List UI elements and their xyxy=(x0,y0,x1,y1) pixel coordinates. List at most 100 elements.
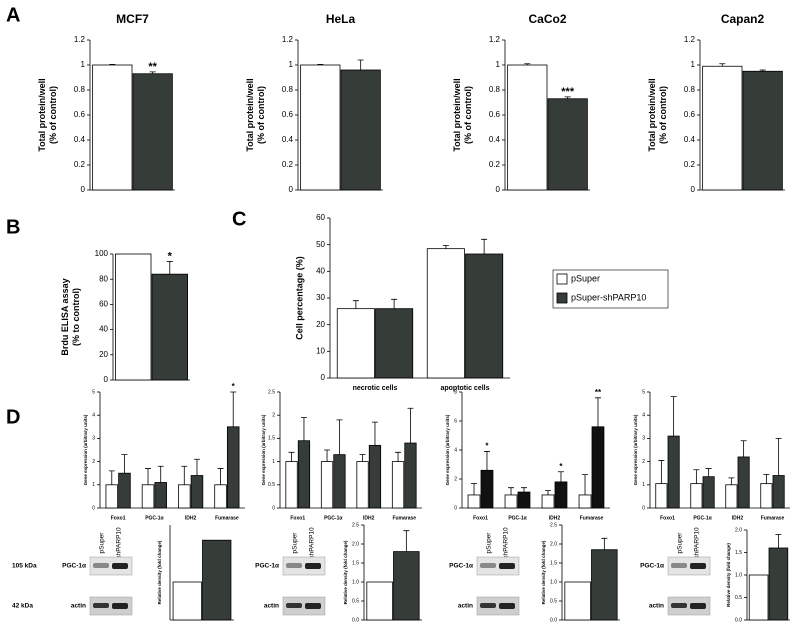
bar xyxy=(467,494,481,509)
y-tick-label: 1 xyxy=(81,60,86,69)
y-tick-label: 0.5 xyxy=(268,482,275,488)
y-axis-label: Total protein/well xyxy=(452,78,462,151)
blot-image xyxy=(667,596,711,616)
bar xyxy=(340,69,381,191)
legend-label: pSuper xyxy=(571,273,600,283)
y-tick-label: 3 xyxy=(642,436,645,442)
y-tick-label: 0.2 xyxy=(489,160,501,169)
lane-label: pSuper xyxy=(677,532,684,554)
y-tick-label: 1 xyxy=(92,482,95,488)
error-bar xyxy=(193,458,200,476)
y-tick-label: 1 xyxy=(496,60,501,69)
y-tick-label: 4 xyxy=(642,413,645,419)
blot-band xyxy=(93,563,109,568)
error-bar xyxy=(395,451,402,462)
x-tick-label: Foxo1 xyxy=(290,515,305,521)
y-axis-label: Relative density (fold change) xyxy=(726,543,731,607)
y-tick-label: 8 xyxy=(454,389,457,395)
significance-label: *** xyxy=(561,86,575,98)
x-tick-label: PGC-1α xyxy=(324,515,343,521)
error-bar xyxy=(481,238,488,254)
error-bar xyxy=(775,534,782,548)
bar xyxy=(690,483,703,509)
significance-label: * xyxy=(232,382,236,391)
y-tick-label: 4 xyxy=(92,413,95,419)
error-bar xyxy=(705,468,712,477)
y-tick-label: 4 xyxy=(454,447,457,453)
bar xyxy=(391,461,405,509)
y-axis-label: Relative density (fold change) xyxy=(343,540,348,604)
legend-label: pSuper-shPARP10 xyxy=(571,292,646,302)
bar xyxy=(151,273,188,381)
x-tick-label: PGC-1α xyxy=(693,515,712,521)
y-tick-label: 0.8 xyxy=(684,85,696,94)
y-tick-label: 0.8 xyxy=(282,85,294,94)
bar xyxy=(172,581,202,621)
bar xyxy=(356,461,369,509)
bar xyxy=(554,481,568,509)
error-bar xyxy=(300,417,307,441)
bar xyxy=(115,253,152,381)
x-tick-label: IDH2 xyxy=(732,515,744,521)
error-bar xyxy=(217,468,224,485)
y-axis-label: Cell percentage (%) xyxy=(294,256,304,340)
blot-band xyxy=(93,603,109,608)
y-tick-label: 1.5 xyxy=(268,436,275,442)
panel-label: D xyxy=(6,406,20,428)
error-bar xyxy=(740,440,747,457)
x-tick-label: Fumarase xyxy=(580,515,604,521)
bar xyxy=(214,484,227,509)
bar xyxy=(564,581,591,621)
size-label: 42 kDa xyxy=(12,603,33,610)
y-tick-label: 0.0 xyxy=(352,617,359,623)
y-axis-label: (% to control) xyxy=(71,288,81,346)
y-tick-label: 50 xyxy=(316,240,325,249)
y-tick-label: 2.0 xyxy=(352,541,359,547)
panel-label: A xyxy=(6,4,20,26)
y-tick-label: 0.6 xyxy=(282,110,294,119)
x-tick-label: Foxo1 xyxy=(660,515,675,521)
x-tick-label: Foxo1 xyxy=(473,515,488,521)
y-tick-label: 1.0 xyxy=(550,579,557,585)
bar xyxy=(725,484,738,509)
lane-label: shPARP10 xyxy=(503,527,510,559)
x-tick-label: Fumarase xyxy=(392,515,416,521)
error-bar xyxy=(403,530,410,552)
y-tick-label: 0 xyxy=(272,505,275,511)
y-tick-label: 0.0 xyxy=(550,617,557,623)
error-bar xyxy=(508,487,515,495)
bar xyxy=(404,442,417,509)
bar xyxy=(141,484,155,509)
y-tick-label: 0.8 xyxy=(489,85,501,94)
bar xyxy=(507,64,548,191)
significance-label: * xyxy=(168,250,173,262)
y-tick-label: 20 xyxy=(316,320,325,329)
y-tick-label: 0.4 xyxy=(489,135,501,144)
panel-label: C xyxy=(232,208,246,230)
y-tick-label: 2.5 xyxy=(550,522,557,528)
y-tick-label: 2.0 xyxy=(735,527,742,533)
y-tick-label: 40 xyxy=(316,266,325,275)
y-tick-label: 10 xyxy=(316,346,325,355)
error-bar xyxy=(371,421,378,446)
blot-band xyxy=(112,603,128,609)
blot-image xyxy=(89,556,133,576)
y-tick-label: 0 xyxy=(642,505,645,511)
error-bar xyxy=(601,537,608,550)
y-tick-label: 2 xyxy=(454,476,457,482)
error-bar xyxy=(564,96,571,99)
error-bar xyxy=(442,245,449,249)
x-tick-label: PGC-1α xyxy=(145,515,164,521)
blot-band xyxy=(499,603,515,609)
y-tick-label: 100 xyxy=(95,249,109,258)
y-tick-label: 0.2 xyxy=(282,160,294,169)
blot-band xyxy=(480,563,496,568)
bar xyxy=(517,491,531,509)
error-bar xyxy=(524,63,531,65)
y-tick-label: 0.6 xyxy=(74,110,86,119)
error-bar xyxy=(157,465,164,483)
y-tick-label: 1 xyxy=(642,482,645,488)
bar xyxy=(578,494,592,509)
row-label: actin xyxy=(71,603,86,610)
y-tick-label: 2 xyxy=(642,459,645,465)
